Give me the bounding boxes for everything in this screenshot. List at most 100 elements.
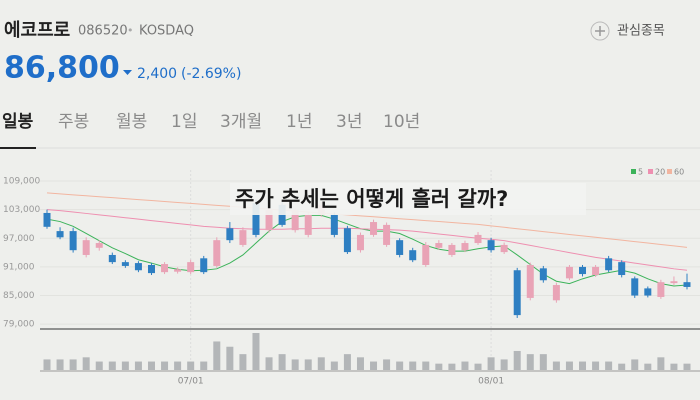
volume-bar (565, 361, 573, 370)
tab[interactable]: 10년 (383, 112, 420, 132)
tab[interactable]: 3년 (336, 112, 362, 132)
legend-swatch (648, 169, 653, 174)
candle-body (82, 240, 90, 255)
volume-bar (343, 354, 351, 370)
watch-button[interactable]: 관심종목 (590, 21, 665, 41)
down-arrow (123, 70, 132, 75)
tab[interactable]: 3개월 (220, 112, 262, 132)
volume-bar (265, 357, 273, 370)
volume-bar (161, 361, 169, 370)
candle-body (291, 210, 299, 231)
volume-bar (213, 341, 221, 370)
volume-bar (134, 361, 142, 370)
y-tick-label: 79,000 (3, 320, 35, 330)
x-tick-label: 08/01 (478, 377, 504, 387)
y-tick-label: 103,000 (3, 205, 40, 215)
volume-bar (500, 359, 508, 370)
candle-body (121, 262, 129, 266)
volume-bar (200, 361, 208, 370)
y-tick-label: 85,000 (3, 291, 35, 301)
ma-line (46, 214, 688, 287)
overlay-title: 주가 추세는 어떻게 흘러 갈까? (235, 187, 508, 211)
volume-bar (474, 363, 482, 370)
volume-bar (291, 359, 299, 370)
candle-body (422, 244, 430, 265)
legend-swatch (667, 169, 672, 174)
tab-bar: 일봉 주봉 월봉 1일 3개월 1년 3년 10년 (2, 112, 420, 132)
candle-body (265, 210, 273, 231)
x-tick-label: 07/01 (178, 377, 204, 387)
candle-body (448, 244, 456, 255)
volume-bar (487, 357, 495, 370)
volume-bar (631, 359, 639, 370)
candle-body (513, 270, 521, 316)
tab[interactable]: 주봉 (58, 112, 89, 132)
stock-code: 086520 (78, 24, 128, 39)
y-tick-label: 97,000 (3, 234, 35, 244)
volume-bar (174, 361, 182, 370)
candle-body (657, 282, 665, 297)
candle-body (461, 243, 469, 251)
candle-body (644, 288, 652, 296)
candle-body (69, 231, 77, 251)
candle-body (487, 240, 495, 251)
candle-body (631, 278, 639, 296)
candle-body (226, 228, 234, 241)
candle-body (147, 264, 155, 274)
candle-body (683, 282, 691, 287)
volume-bar (252, 333, 260, 370)
volume-bar (435, 363, 443, 370)
candle-body (552, 285, 560, 301)
legend-swatch (631, 169, 636, 174)
candle-body (330, 214, 338, 235)
volume-bar (317, 357, 325, 370)
y-tick-label: 91,000 (3, 262, 35, 272)
candle-body (579, 266, 587, 275)
candle-body (370, 222, 378, 235)
volume-bar (239, 354, 247, 370)
legend-label: 60 (674, 168, 684, 177)
candle-body (592, 266, 600, 276)
tab[interactable]: 1일 (171, 112, 197, 132)
candle-body (565, 266, 573, 279)
watch-label: 관심종목 (617, 24, 665, 39)
candle-body (670, 281, 678, 284)
candle-body (435, 243, 443, 248)
volume-bar (618, 363, 626, 370)
volume-bar (43, 359, 51, 370)
candle-body (174, 269, 182, 272)
volume-bar (330, 361, 338, 370)
tab[interactable]: 일봉 (2, 112, 34, 132)
candle-body (108, 254, 116, 263)
volume-bar (278, 354, 286, 370)
volume-bar (226, 346, 234, 370)
volume-bar (644, 363, 652, 370)
volume-bar (356, 357, 364, 370)
tab[interactable]: 월봉 (116, 112, 147, 132)
volume-bar (82, 357, 90, 370)
volume-bar (304, 359, 312, 370)
candle-body (161, 264, 169, 273)
volume-bar (579, 361, 587, 370)
volume-bar (592, 361, 600, 370)
volume-bar (187, 361, 195, 370)
tab[interactable]: 1년 (286, 112, 312, 132)
volume-bar (422, 361, 430, 370)
candle-body (618, 262, 626, 276)
volume-bar (147, 361, 155, 370)
candle-body (343, 228, 351, 253)
candle-body (605, 258, 613, 271)
overlay-box (230, 183, 586, 215)
candle-body (409, 250, 417, 261)
price: 86,800 (4, 51, 120, 86)
candle-body (539, 268, 547, 281)
volume-bar (513, 350, 521, 370)
plus-circle (590, 21, 610, 41)
candle-body (356, 234, 364, 251)
stock-name: 에코프로 (4, 20, 70, 41)
change: 2,400 (137, 66, 177, 82)
candle-body (213, 240, 221, 266)
volume-bar (657, 357, 665, 370)
volume-bar (683, 363, 691, 370)
volume-bar (552, 361, 560, 370)
